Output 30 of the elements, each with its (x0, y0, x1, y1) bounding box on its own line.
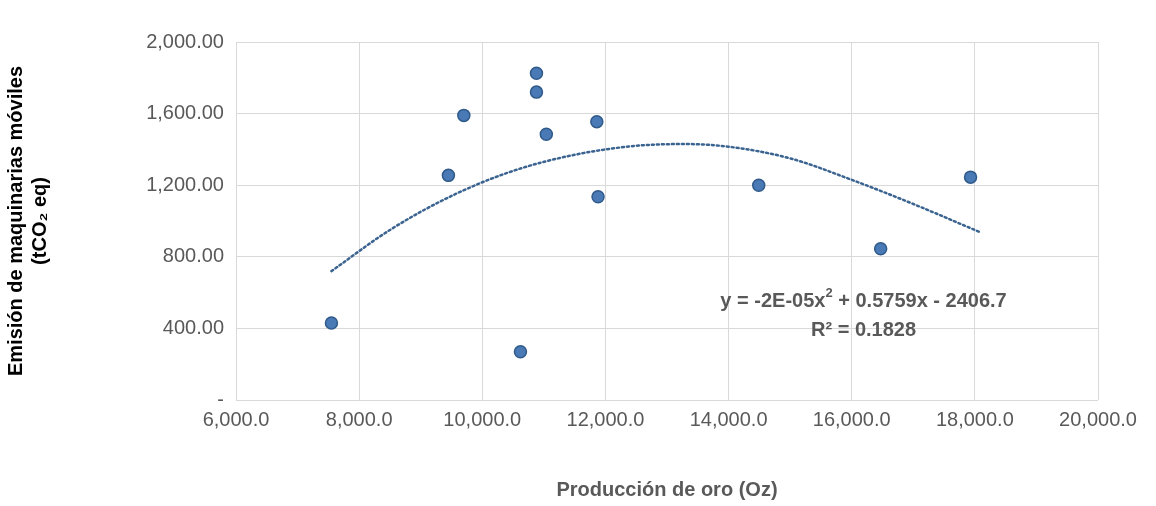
point (529, 85, 544, 99)
y-tick-label: - (217, 387, 224, 410)
point (751, 178, 766, 192)
y-tick-label: 800.00 (162, 244, 224, 267)
x-tick-label: 18,000.0 (935, 407, 1014, 430)
point (457, 108, 471, 123)
point (873, 242, 888, 256)
y-axis-title: Emisión de maquinarias móviles (tCO₂ eq) (3, 65, 50, 377)
x-tick-label: 20,000.0 (1059, 407, 1137, 430)
annotation: R² = 0.1828 (811, 318, 917, 341)
point (441, 168, 456, 183)
x-tick-label: 8,000.0 (325, 407, 393, 430)
y-tick-label: 1,600.00 (146, 101, 224, 124)
point (324, 316, 339, 330)
x-tick-label: 16,000.0 (812, 407, 891, 430)
line-series (330, 142, 983, 273)
point (591, 190, 605, 204)
x-tick-label: 10,000.0 (443, 407, 522, 430)
x-tick-label: 6,000.0 (202, 407, 270, 430)
point (590, 114, 604, 129)
x-tick-label: 14,000.0 (689, 407, 768, 430)
y-tick-label: 400.00 (162, 315, 224, 338)
x-tick-label: 12,000.0 (566, 407, 645, 430)
y-tick-label: 1,200.00 (146, 172, 224, 195)
point (529, 66, 544, 81)
x-axis-title: Producción de oro (Oz) (556, 477, 778, 500)
point (539, 127, 554, 141)
point (963, 170, 978, 184)
y-tick-label: 2,000.00 (146, 29, 224, 52)
point (513, 344, 528, 359)
